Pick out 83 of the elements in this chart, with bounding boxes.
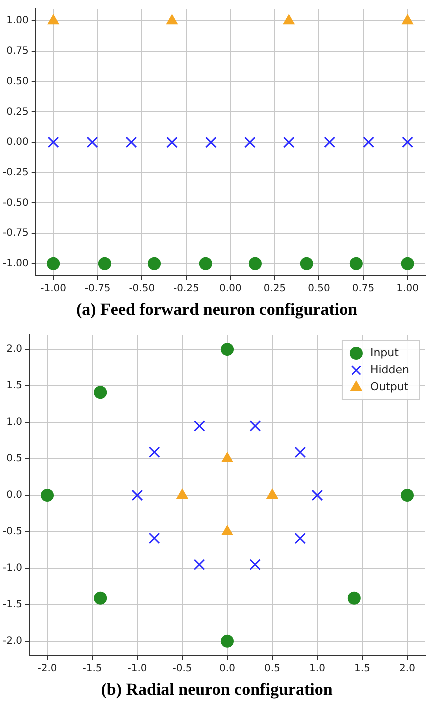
x-tick-label: 0.0 [220, 664, 236, 675]
point [86, 136, 98, 148]
point [300, 257, 314, 270]
y-tick-label: 0.75 [6, 46, 29, 58]
x-tick-label: -0.75 [84, 284, 111, 295]
point [148, 446, 160, 458]
point [248, 257, 262, 270]
x-tick-label: -1.5 [82, 664, 102, 675]
point [221, 634, 234, 648]
x-tick-label: -1.00 [40, 284, 67, 295]
point [94, 592, 108, 605]
point [148, 532, 160, 544]
point [348, 592, 361, 605]
y-tick-label: -0.5 [2, 526, 23, 538]
point [148, 257, 162, 270]
point [48, 136, 60, 148]
x-tick-label: 0.75 [352, 284, 375, 295]
y-tick-label: 0.5 [6, 454, 23, 465]
point [294, 532, 306, 544]
x-tick-label: -2.0 [38, 664, 58, 675]
point [294, 446, 306, 458]
point [324, 136, 336, 148]
x-tick-label: -0.5 [172, 664, 192, 675]
text: (a) Feed forward neuron configuration [75, 300, 359, 320]
point [194, 420, 206, 432]
point [312, 490, 324, 502]
y-tick-label: -0.50 [3, 198, 29, 209]
point [401, 489, 414, 502]
point [221, 343, 234, 356]
point [94, 386, 108, 400]
y-tick-label: 0.00 [6, 137, 29, 148]
y-tick-label: -0.25 [3, 167, 29, 178]
point [132, 490, 144, 502]
point [283, 14, 295, 25]
x-tick-label: -0.50 [129, 284, 156, 295]
y-tick-label: 1.00 [6, 16, 29, 27]
point [199, 257, 212, 270]
point [47, 257, 60, 270]
legend-label: Hidden [370, 363, 410, 376]
point [41, 489, 54, 502]
point [283, 136, 295, 148]
point [402, 14, 414, 25]
point [222, 452, 234, 463]
legend-label: Input [370, 346, 400, 360]
x-tick-label: 2.0 [400, 664, 416, 675]
x-tick-label: 1.5 [354, 664, 370, 675]
point [206, 136, 217, 148]
legend-label: Output [370, 380, 410, 394]
point [244, 136, 256, 148]
point [350, 257, 363, 270]
point [250, 420, 262, 432]
y-tick-label: -1.5 [2, 600, 23, 611]
y-tick-label: 2.0 [6, 344, 23, 356]
x-tick-label: 1.0 [310, 664, 326, 675]
point [166, 136, 178, 148]
y-tick-label: 1.5 [6, 380, 23, 392]
y-tick-label: 1.0 [6, 417, 23, 428]
x-tick-label: 0.00 [220, 284, 242, 295]
point [176, 489, 188, 499]
point [166, 14, 178, 25]
y-tick-label: -2.0 [2, 636, 23, 648]
point [194, 559, 206, 571]
y-tick-label: 0.50 [6, 76, 29, 88]
y-tick-label: 0.0 [6, 490, 23, 502]
x-tick-label: 1.00 [396, 284, 419, 295]
y-tick-label: -0.75 [3, 228, 29, 240]
y-tick-label: -1.00 [3, 258, 29, 270]
point [266, 489, 278, 499]
x-tick-label: 0.50 [308, 284, 330, 295]
point [48, 14, 60, 25]
point [126, 136, 138, 148]
y-tick-label: -1.0 [2, 563, 23, 574]
x-tick-label: -0.25 [173, 284, 200, 295]
point [402, 136, 414, 148]
point [98, 257, 112, 270]
x-tick-label: 0.25 [264, 284, 286, 295]
point [363, 136, 375, 148]
text: (b) Radial neuron configuration [100, 680, 334, 700]
point [401, 257, 414, 270]
x-tick-label: -1.0 [128, 664, 148, 675]
point [250, 559, 262, 571]
y-tick-label: 0.25 [6, 106, 29, 118]
x-tick-label: 0.5 [264, 664, 280, 675]
